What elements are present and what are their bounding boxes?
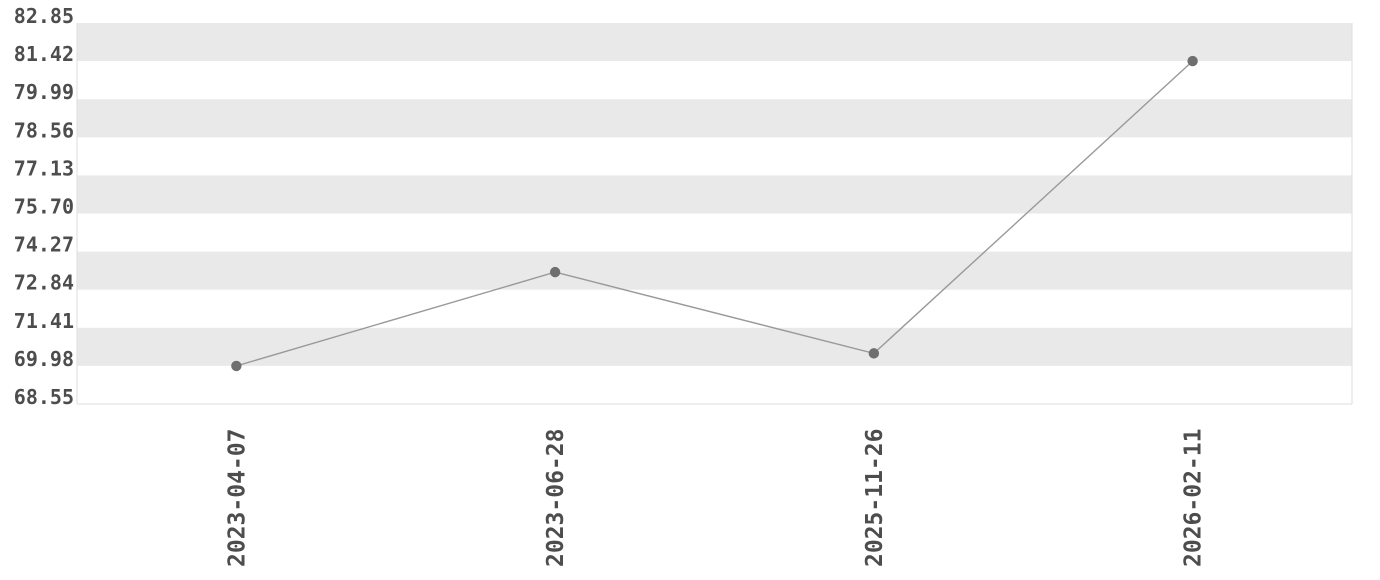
y-axis-tick-label: 82.85 [14, 4, 74, 28]
y-axis-tick-label: 81.42 [14, 42, 74, 66]
y-axis-tick-label: 75.70 [14, 195, 74, 219]
x-axis-tick-label: 2023-04-07 [224, 429, 250, 567]
x-axis-tick-label: 2025-11-26 [862, 429, 888, 567]
data-point-marker[interactable] [549, 266, 561, 278]
grid-band [77, 99, 1352, 138]
y-axis-tick-label: 78.56 [14, 118, 74, 142]
y-axis-tick-label: 72.84 [14, 271, 74, 295]
x-axis-tick-label: 2026-02-11 [1181, 429, 1207, 567]
data-point-marker[interactable] [231, 360, 242, 372]
y-axis-tick-label: 69.98 [14, 347, 74, 371]
grid-band [77, 175, 1352, 214]
data-point-marker[interactable] [868, 348, 880, 359]
grid-band [77, 251, 1352, 290]
x-axis-tick-label: 2023-06-28 [543, 429, 569, 567]
data-point-marker[interactable] [1187, 55, 1198, 67]
grid-band [77, 23, 1352, 62]
y-axis-tick-label: 77.13 [14, 156, 74, 180]
y-axis-tick-label: 71.41 [14, 309, 74, 333]
data-line [236, 60, 1194, 367]
y-axis-tick-label: 74.27 [14, 233, 74, 257]
grid-band [77, 327, 1352, 366]
y-axis-tick-label: 68.55 [14, 385, 74, 409]
y-axis-tick-label: 79.99 [14, 80, 74, 104]
